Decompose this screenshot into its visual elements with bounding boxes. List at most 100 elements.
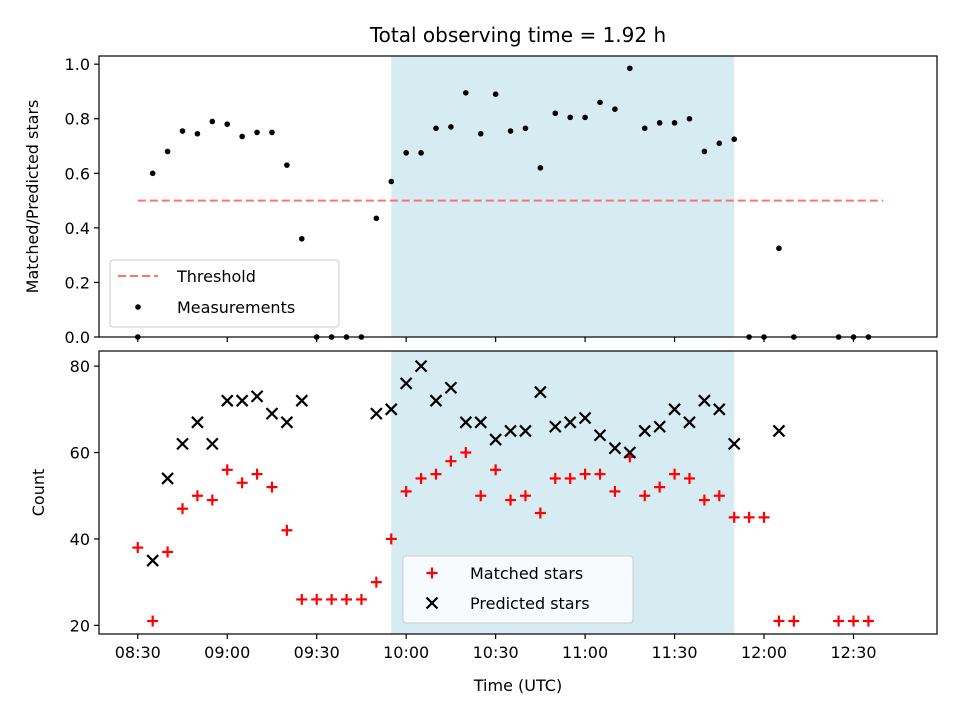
predicted-stars-point [280,416,294,429]
matched-stars-point [221,464,233,476]
measurement-point [298,235,305,242]
x-tick-label: 12:00 [741,643,787,662]
matched-stars-point [743,511,755,523]
matched-stars-point [400,485,412,497]
matched-stars-point [415,472,427,484]
y-tick-label: 0.6 [65,164,90,183]
measurement-point [537,165,544,171]
matched-stars-point [519,490,531,502]
matched-stars-point [833,615,845,627]
matched-stars-point [639,490,651,502]
matched-stars-point [281,524,293,536]
measurement-point [224,121,231,128]
matched-stars-point [579,468,591,480]
matched-stars-point [490,464,502,476]
legend-threshold-label: Threshold [176,267,256,286]
matched-stars-point [132,542,144,554]
observing-window-shade-top [391,56,735,337]
predicted-stars-point [220,394,234,407]
matched-stars-point [564,472,576,484]
count-legend-box [402,555,634,624]
measurement-point [388,178,395,185]
y-tick-label: 0.8 [65,110,90,129]
legend-plus-mark [426,567,438,579]
matched-stars-point [355,593,367,605]
legend-predicted-swatch [425,596,439,610]
matched-stars-point [549,472,561,484]
measurement-point [656,120,663,126]
matched-stars-point [445,455,457,467]
measurement-point [373,215,380,222]
y-tick-label: 40 [70,530,90,549]
predicted-stars-point [534,385,547,399]
measurement-point [582,114,588,121]
matched-stars-point [594,468,606,480]
ratio-marks [134,65,872,340]
matched-stars-point [251,468,263,480]
count-y-ticks: 20 40 60 80 [70,357,99,635]
measurement-point [612,106,618,112]
x-tick-label: 11:00 [562,643,608,662]
matched-stars-point [296,593,308,605]
measurement-point [552,110,559,117]
matched-stars-point [534,507,546,519]
matched-stars-point [460,447,472,459]
predicted-stars-point [548,420,562,433]
matched-stars-point [370,576,382,588]
legend-measurements-swatch [135,304,141,310]
matched-stars-point [147,615,159,627]
count-panel-frame [98,350,938,635]
matched-stars-point [728,511,740,523]
predicted-stars-point [668,403,681,416]
measurement-point [522,125,529,132]
predicted-stars-point [459,416,473,429]
measurement-point [492,91,499,97]
predicted-stars-point [146,554,159,567]
y-tick-label: 0.0 [65,328,90,347]
matched-stars-point [162,546,174,558]
ratio-panel-frame [98,55,938,338]
y-tick-label: 60 [70,444,90,463]
x-tick-label: 10:30 [473,643,519,662]
y-tick-label: 20 [70,616,90,635]
matched-stars-point [385,533,397,545]
matched-stars-point [609,485,621,497]
x-tick-label: 09:30 [294,643,340,662]
predicted-stars-point [727,437,741,451]
predicted-stars-point [698,394,711,407]
matched-stars-point [206,494,218,506]
matched-stars-point [862,615,874,627]
measurement-point [597,99,603,106]
matched-stars-point [341,593,353,605]
predicted-stars-point [623,446,637,459]
matched-stars-point [683,472,695,484]
matched-stars-point [654,481,666,493]
predicted-stars-point [519,424,532,438]
predicted-stars-point [235,394,249,407]
measurement-point [284,162,290,168]
matched-stars-point [758,511,770,523]
ratio-legend-box [109,259,340,328]
measurement-point [194,130,201,137]
measurement-point [209,118,216,125]
measurement-point [567,114,573,121]
measurement-point [269,129,275,136]
predicted-stars-point [444,381,458,395]
measurement-point [403,150,409,156]
count-marks [132,359,874,627]
predicted-stars-point [578,411,592,425]
predicted-stars-point [399,377,413,390]
measurement-point [686,115,693,122]
measurement-point [448,124,454,130]
ratio-legend: Threshold Measurements [109,259,340,328]
y-tick-label: 80 [70,357,90,376]
matched-stars-point [773,615,785,627]
matched-stars-point [430,468,442,480]
count-x-ticks: 08:30 09:00 09:30 10:00 10:30 11:00 11:30 12:00… [115,634,877,662]
y-tick-label: 0.2 [65,273,90,292]
measurement-point [418,150,424,156]
legend-predicted-label: Predicted stars [470,594,590,613]
chart-title: Total observing time = 1.92 h [369,23,666,47]
predicted-stars-point [474,416,488,429]
